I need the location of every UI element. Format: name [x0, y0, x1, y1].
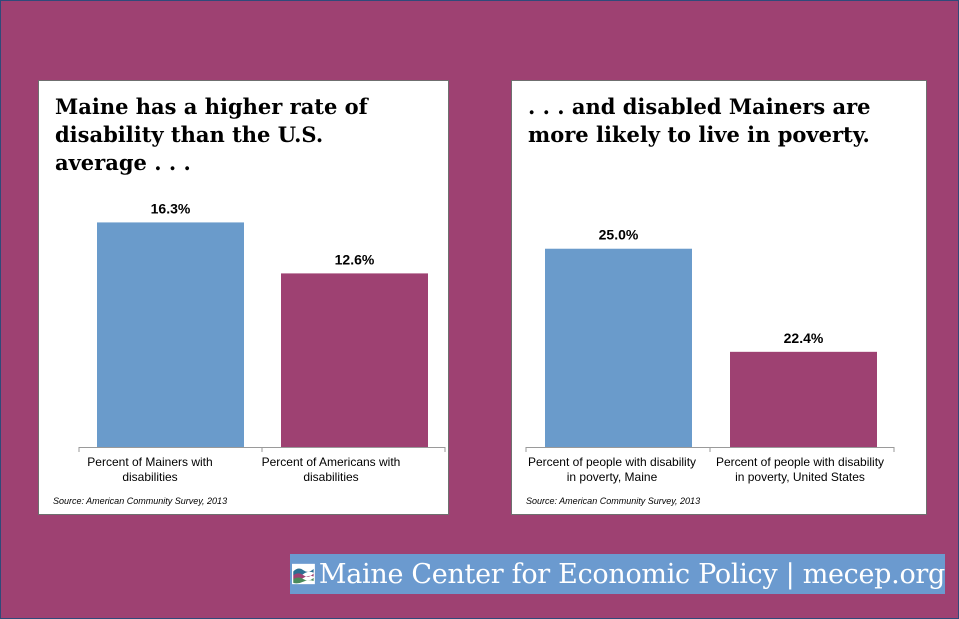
- bar-chart-disability-rate: 16.3% 12.6%: [78, 200, 446, 452]
- data-label: 22.4%: [784, 330, 824, 346]
- source-note: Source: American Community Survey, 2013: [526, 496, 701, 506]
- data-label: 25.0%: [599, 227, 639, 243]
- category-label: Percent of people with disability in pov…: [715, 455, 885, 484]
- source-note: Source: American Community Survey, 2013: [53, 496, 228, 506]
- chart-title: . . . and disabled Mainers are more like…: [528, 94, 871, 147]
- brand-banner: Maine Center for Economic Policy | mecep…: [290, 554, 945, 594]
- chart-title: Maine has a higher rate of disability th…: [55, 94, 368, 175]
- chart-panel-disability-rate: Maine has a higher rate of disability th…: [38, 80, 449, 515]
- category-label: Percent of people with disability in pov…: [527, 455, 697, 484]
- bar: [545, 248, 692, 447]
- chart-panel-poverty-rate: . . . and disabled Mainers are more like…: [511, 80, 927, 515]
- bar-chart-poverty-rate: 25.0% 22.4%: [525, 227, 895, 452]
- category-label: Percent of Americans with disabilities: [261, 455, 401, 484]
- data-label: 12.6%: [335, 251, 375, 267]
- bar: [730, 351, 877, 447]
- bar: [281, 273, 428, 447]
- mecep-waves-icon: [292, 563, 315, 585]
- brand-text: Maine Center for Economic Policy | mecep…: [318, 558, 945, 590]
- data-label: 16.3%: [151, 200, 191, 216]
- category-label: Percent of Mainers with disabilities: [87, 455, 213, 484]
- bar: [97, 222, 244, 447]
